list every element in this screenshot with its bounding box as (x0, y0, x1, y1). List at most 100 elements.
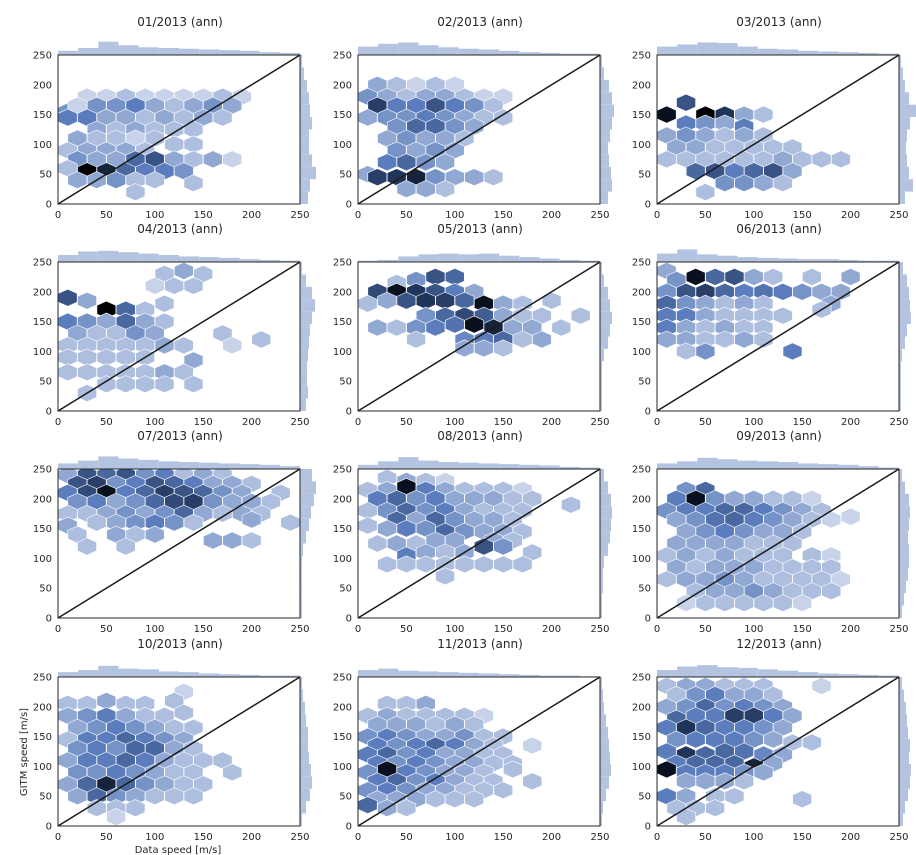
hexbin-cell (840, 507, 861, 526)
y-tick-label: 200 (333, 80, 352, 91)
marginal-x-bar (158, 461, 179, 469)
marginal-x-bar (158, 48, 179, 55)
marginal-x-bar (179, 672, 200, 677)
x-tick-label: 100 (744, 417, 763, 428)
hexbin-cell (77, 291, 97, 310)
marginal-y-bar (600, 55, 602, 68)
marginal-y-bar (899, 55, 901, 68)
marginal-y-bar (899, 751, 909, 764)
marginal-y-bar (899, 677, 902, 690)
panel-6: 0 50 100 150 200 250 0 50 100 150 200 250 06/2013 (a… (632, 222, 911, 428)
y-tick-label: 0 (645, 822, 651, 833)
marginal-y-bar (899, 262, 903, 275)
marginal-y-bar (899, 593, 904, 606)
marginal-y-bar (300, 191, 308, 204)
y-tick-label: 200 (33, 80, 52, 91)
x-tick-label: 150 (494, 832, 513, 843)
hexbin-cell (685, 730, 706, 749)
hexbin-cell (222, 336, 243, 355)
axes-frame (357, 261, 601, 412)
marginal-x-bar (118, 458, 139, 469)
identity-line (57, 261, 301, 412)
marginal-y-bar (300, 689, 303, 702)
hexbin-cell (58, 288, 78, 307)
x-tick-label: 150 (494, 210, 513, 221)
marginal-y-bar (899, 555, 909, 569)
hexbin-cell (734, 772, 754, 791)
x-tick-label: 150 (793, 624, 812, 635)
x-tick-label: 50 (100, 417, 113, 428)
marginal-y-bar (899, 373, 901, 387)
marginal-y-bar (300, 104, 310, 118)
hexbin-cell (493, 537, 514, 556)
marginal-y-bar (600, 469, 604, 482)
y-tick-label: 0 (346, 822, 352, 833)
marginal-x-bar (458, 462, 479, 469)
marginal-x-bar (838, 464, 859, 469)
hexbin-cell (512, 330, 533, 349)
marginal-x-bar (838, 674, 859, 677)
hexbin-cell (772, 306, 793, 325)
marginal-x-bar (539, 675, 560, 677)
x-tick-label: 50 (699, 210, 712, 221)
marginal-y-bar (600, 801, 603, 814)
hexbin-cell (464, 790, 485, 809)
hexbin-cell (396, 799, 417, 818)
hexbin-cell (821, 582, 842, 601)
x-tick-label: 200 (242, 417, 261, 428)
hexbin-cell (676, 342, 696, 361)
marginal-y-bar (600, 336, 608, 349)
hexbin-cell (724, 787, 745, 806)
y-tick-label: 50 (638, 377, 651, 388)
marginal-x-bar (418, 671, 439, 677)
hexbin-cell (58, 363, 78, 382)
y-axis-label: GITM speed [m/s] (19, 708, 30, 796)
marginal-x-bar (677, 461, 698, 469)
x-tick-label: 150 (194, 624, 213, 635)
panel-title: 09/2013 (ann) (736, 429, 822, 443)
marginal-x-bar (158, 671, 179, 677)
marginal-y-bar (899, 286, 909, 300)
y-tick-label: 100 (333, 140, 352, 151)
marginal-y-bar (300, 336, 309, 349)
marginal-y-bar (600, 518, 611, 532)
identity-line (357, 54, 601, 205)
x-tick-label: 250 (590, 832, 609, 843)
hexbin-cell (280, 513, 300, 532)
marginal-x-bar (757, 669, 778, 677)
marginal-x-bar (78, 251, 99, 262)
hexbin-cell (551, 318, 572, 337)
y-tick-label: 200 (33, 287, 52, 298)
x-tick-label: 50 (100, 210, 113, 221)
marginal-y-bar (899, 469, 902, 482)
marginal-y-bar (600, 262, 602, 275)
hexbin-cell (503, 760, 523, 779)
x-tick-label: 50 (400, 417, 413, 428)
hexbin-cell (753, 763, 774, 782)
axes-frame (357, 468, 601, 619)
y-tick-label: 100 (33, 140, 52, 151)
marginal-x-bar (118, 252, 139, 262)
y-tick-label: 0 (46, 407, 52, 418)
hexbin-cell (241, 531, 262, 550)
marginal-y-bar (300, 348, 308, 362)
x-tick-label: 0 (55, 210, 61, 221)
hexbin-cell (792, 790, 813, 809)
marginal-y-bar (300, 568, 302, 581)
x-tick-label: 0 (654, 832, 660, 843)
marginal-x-bar (438, 462, 459, 469)
marginal-x-bar (778, 670, 799, 677)
marginal-x-bar (818, 464, 839, 469)
hexbin-cell (203, 531, 223, 550)
marginal-y-bar (600, 286, 608, 300)
marginal-x-bar (199, 673, 220, 677)
y-tick-label: 250 (632, 51, 651, 62)
y-tick-label: 200 (632, 494, 651, 505)
axes-frame (656, 54, 900, 205)
hexbin-cell (377, 555, 397, 574)
marginal-y-bar (300, 373, 307, 387)
y-tick-label: 0 (46, 822, 52, 833)
hexbin-cell (96, 691, 117, 710)
marginal-y-bar (300, 129, 309, 142)
y-tick-label: 250 (632, 465, 651, 476)
